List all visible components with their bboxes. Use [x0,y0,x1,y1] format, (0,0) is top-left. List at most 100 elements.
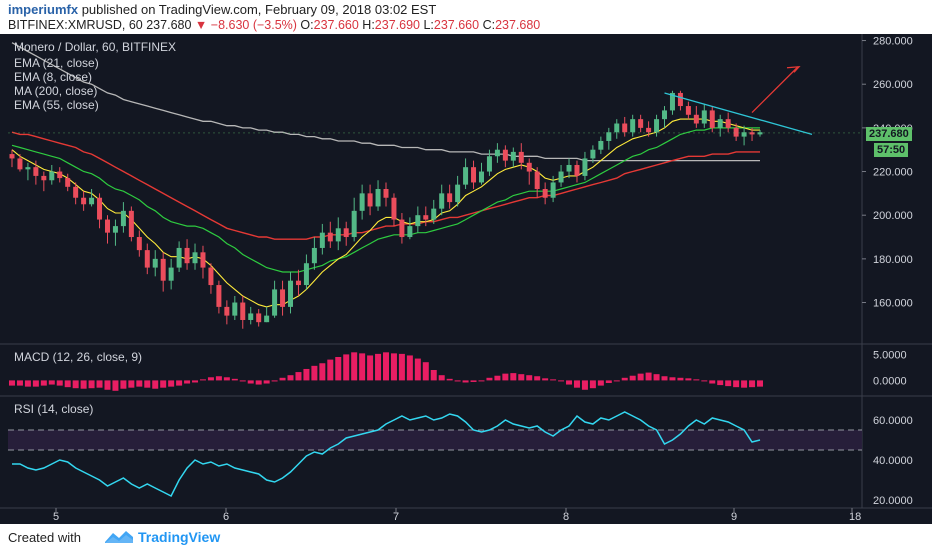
macd-bar [725,380,732,387]
macd-bar [319,363,326,381]
price-tick-label: 220.000 [873,167,913,179]
candle-body [534,171,540,189]
macd-bar [717,380,724,386]
candle-body [160,258,166,281]
price-tick-label: 180.000 [873,254,913,266]
publish-line: imperiumfx published on TradingView.com,… [8,2,436,17]
macd-bar [136,380,143,387]
candle-body [112,226,118,233]
candle-body [431,208,437,220]
macd-bar [597,380,604,386]
candle-body [526,162,532,172]
candle-body [319,232,325,248]
candle-body [144,250,150,268]
macd-bar [88,380,95,389]
macd-bar [446,378,453,381]
price-tick-label: 260.000 [873,79,913,91]
macd-bar [295,372,302,381]
tradingview-brand[interactable]: TradingView [138,529,221,545]
candle-body [733,127,739,137]
macd-bar [223,377,230,381]
macd-bar [757,380,763,387]
macd-bar [518,374,525,381]
rsi-tick-label: 40.0000 [873,455,913,467]
time-tick-label: 18 [849,511,861,523]
macd-bar [486,377,493,381]
macd-bar [669,377,676,381]
macd-bar [510,373,517,381]
candle-body [701,110,707,124]
macd-bar [621,377,628,381]
candle-body [49,171,55,181]
publisher-name[interactable]: imperiumfx [8,2,79,17]
candle-body [669,92,675,111]
candle-body [638,119,644,128]
legend-ema55: EMA (55, close) [14,98,99,112]
rsi-label: RSI (14, close) [14,402,94,416]
macd-bar [414,358,421,381]
candle-body [184,247,190,264]
macd-bar [383,352,389,381]
candle-body [383,189,389,198]
candle-body [192,252,198,264]
candle-body [264,315,270,323]
candle-body [104,219,110,233]
candle-body [423,215,429,220]
high-label: H: [362,18,375,32]
time-tick-label: 6 [223,511,229,523]
macd-bar [231,378,238,381]
macd-bar [550,379,557,381]
macd-bar [192,380,199,383]
candle-body [542,189,548,198]
legend-title: Monero / Dollar, 60, BITFINEX [14,40,177,54]
candle-body [57,171,63,179]
candle-body [447,193,453,203]
candle-body [295,280,301,286]
quote-line: BITFINEX:XMRUSD, 60 237.680 ▼ −8.630 (−3… [8,18,540,32]
candle-body [598,140,604,150]
macd-bar [494,375,501,381]
time-tick-label: 8 [563,511,569,523]
candle-body [224,306,230,316]
low-value: 237.660 [433,18,480,32]
macd-bar [335,357,342,381]
time-tick-label: 5 [53,511,59,523]
candle-body [471,167,477,183]
candle-body [399,219,405,238]
candle-body [41,175,47,181]
candle-body [614,123,620,133]
legend-ema21: EMA (21, close) [14,56,99,70]
rsi-line [12,411,761,498]
candle-body [693,114,699,124]
created-with-text: Created with [8,530,81,545]
down-arrow-icon: ▼ [194,18,208,32]
chart-area[interactable]: 160.000180.000200.000220.000240.000260.0… [0,34,932,524]
macd-bar [478,380,485,382]
macd-bar [327,359,334,381]
candle-body [176,247,182,268]
macd-bar [56,380,63,386]
candle-body [9,154,15,159]
last-price-badge: 237.680 [866,127,912,141]
time-tick-label: 9 [731,511,737,523]
close-value: 237.680 [495,18,541,32]
macd-bar [462,380,469,383]
macd-bar [152,380,159,389]
candle-body [17,158,23,170]
macd-bar [566,380,573,385]
candle-body [582,158,588,176]
macd-bar [176,380,183,386]
candle-body [622,123,628,133]
price-tick-label: 200.000 [873,210,913,222]
macd-bar [589,380,596,389]
chart-canvas[interactable]: 160.000180.000200.000220.000240.000260.0… [0,34,932,524]
candle-body [646,127,652,133]
macd-bar [661,376,668,381]
candle-body [415,215,421,227]
candle-body [128,210,134,238]
candle-body [120,210,126,227]
macd-bar [96,380,103,388]
macd-bar [573,380,580,388]
macd-bar [542,378,549,381]
macd-bar [629,375,636,381]
